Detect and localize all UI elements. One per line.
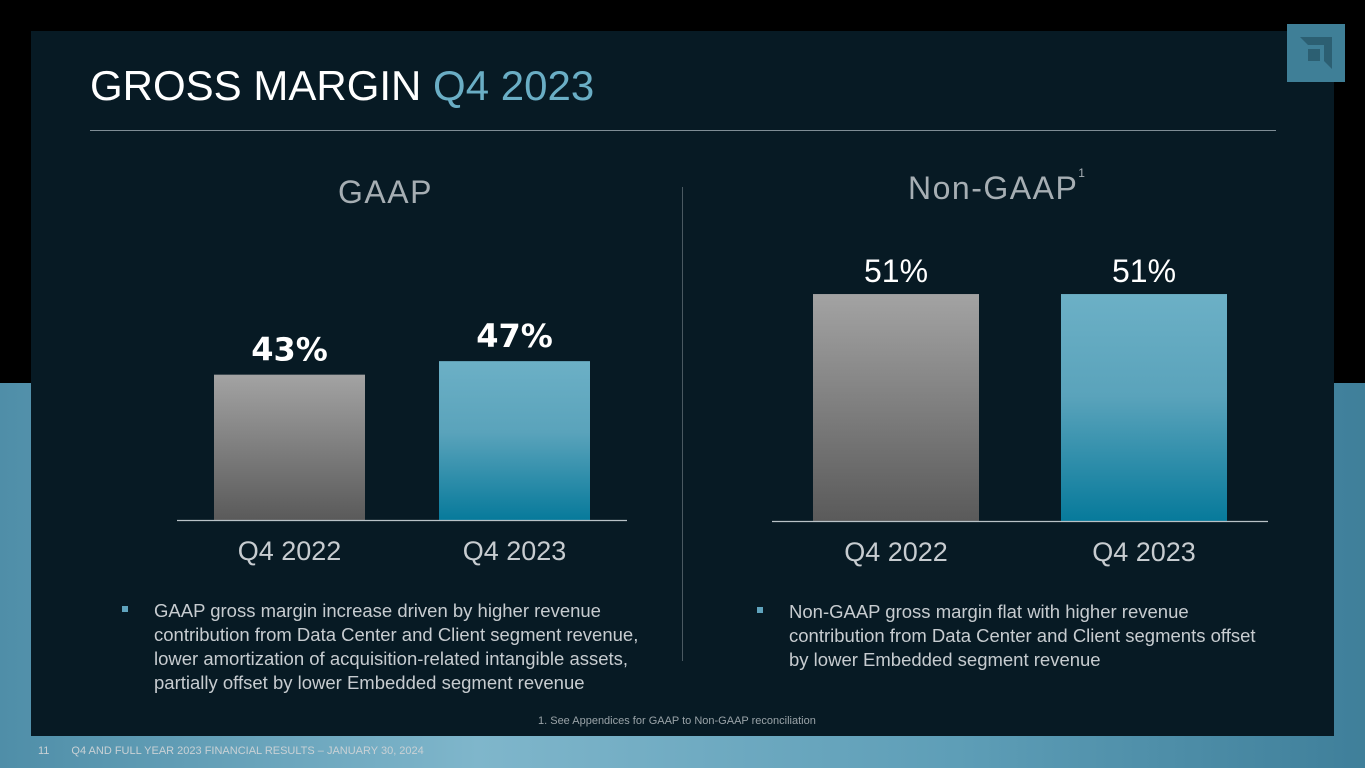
data-label: 47%	[476, 317, 553, 355]
bar-q4-2022	[214, 374, 365, 520]
non-gaap-bullet: Non-GAAP gross margin flat with higher r…	[757, 600, 1259, 672]
non-gaap-chart-title: Non-GAAP1	[908, 166, 1085, 207]
gaap-bullet-text: GAAP gross margin increase driven by hig…	[154, 600, 639, 693]
title-underline	[90, 130, 1276, 131]
bullet-square-icon	[122, 606, 128, 612]
footnote: 1. See Appendices for GAAP to Non-GAAP r…	[538, 715, 816, 727]
chart-divider	[682, 187, 683, 661]
footnote-marker: 1	[1078, 166, 1085, 180]
title-highlight: Q4 2023	[433, 62, 595, 109]
non-gaap-chart: 51% Q4 2022 51% Q4 2023	[772, 253, 1268, 567]
bar-q4-2022	[813, 294, 979, 521]
bullet-square-icon	[757, 607, 763, 613]
gaap-chart: 43% Q4 2022 47% Q4 2023	[177, 317, 627, 566]
data-label: 51%	[864, 253, 928, 289]
data-label: 51%	[1112, 253, 1176, 289]
category-label: Q4 2022	[238, 536, 342, 566]
page-number: 11	[38, 745, 50, 757]
category-label: Q4 2022	[844, 537, 948, 567]
category-label: Q4 2023	[463, 536, 567, 566]
amd-logo-icon	[1287, 24, 1345, 82]
gaap-bullet: GAAP gross margin increase driven by hig…	[122, 599, 654, 695]
bar-q4-2023	[1061, 294, 1227, 521]
gaap-title-text: GAAP	[338, 174, 433, 210]
footer-text: Q4 AND FULL YEAR 2023 FINANCIAL RESULTS …	[71, 745, 424, 757]
data-label: 43%	[251, 331, 328, 369]
bar-q4-2023	[439, 361, 590, 520]
title-main: GROSS MARGIN	[90, 62, 422, 109]
gaap-chart-title: GAAP	[338, 174, 433, 211]
page-title: GROSS MARGIN Q4 2023	[90, 62, 594, 110]
non-gaap-bullet-text: Non-GAAP gross margin flat with higher r…	[789, 601, 1256, 670]
category-label: Q4 2023	[1092, 537, 1196, 567]
amd-arrow-logo-icon	[1300, 37, 1332, 69]
slide-footer: 11 Q4 AND FULL YEAR 2023 FINANCIAL RESULT…	[38, 745, 424, 757]
non-gaap-title-text: Non-GAAP	[908, 170, 1079, 206]
